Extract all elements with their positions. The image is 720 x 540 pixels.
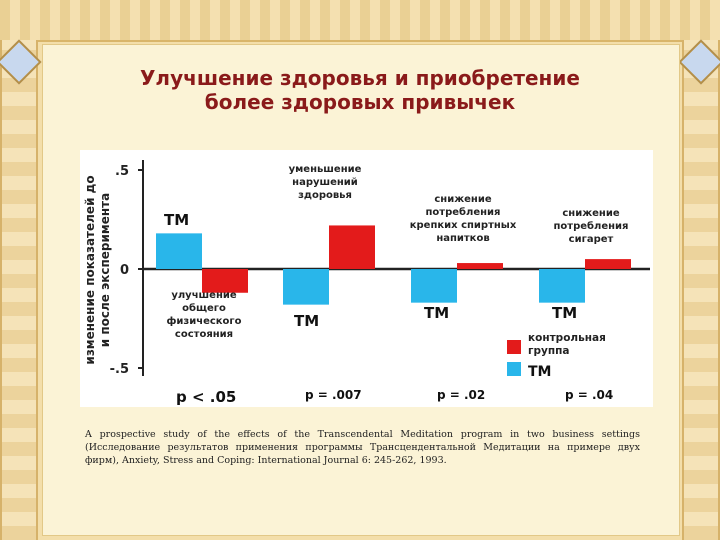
category-label-line: улучшение	[171, 290, 237, 301]
y-tick-label: -.5	[110, 362, 129, 377]
category-label-line: физического	[166, 315, 241, 327]
y-axis-label-line: изменение показателей до	[83, 175, 97, 364]
y-tick-label: 0	[120, 263, 129, 278]
control-bar	[202, 269, 248, 293]
tm-bar	[283, 269, 329, 305]
tm-bar-label: ТМ	[164, 211, 189, 229]
control-bar	[329, 225, 375, 269]
tm-bar	[539, 269, 585, 303]
category-label-line: напитков	[436, 233, 489, 244]
y-axis-label-line: и после эксперимента	[98, 193, 112, 347]
y-tick-label: .5	[115, 164, 129, 179]
p-value: p < .05	[176, 388, 236, 406]
y-axis-label: изменение показателей дои после эксперим…	[83, 175, 112, 364]
p-value: p = .04	[565, 388, 613, 402]
legend-label-control: контрольная группа	[528, 332, 606, 357]
legend-label-line: группа	[528, 345, 569, 357]
right-pillar	[682, 40, 720, 540]
category-label-line: крепких спиртных	[410, 220, 517, 231]
category-label-line: уменьшение	[289, 164, 362, 175]
category-label-line: состояния	[175, 329, 233, 340]
control-bar	[457, 263, 503, 269]
citation-text: A prospective study of the effects of th…	[85, 429, 640, 466]
category-label: снижение потребления сигарет	[554, 208, 629, 245]
category-label-line: сигарет	[569, 234, 614, 245]
legend-swatch-control	[507, 340, 521, 354]
title-line-1: Улучшение здоровья и приобретение	[140, 66, 580, 90]
title-line-2: более здоровых привычек	[204, 90, 516, 114]
category-label-line: снижение	[562, 208, 619, 219]
tm-bar-label: ТМ	[552, 304, 577, 322]
tm-bar-label: ТМ	[294, 312, 319, 330]
category-label: уменьшение нарушений здоровья	[289, 164, 362, 201]
tm-bar-label: ТМ	[424, 304, 449, 322]
legend-label-tm: ТМ	[528, 364, 551, 380]
category-label-line: потребления	[426, 206, 501, 218]
p-value: p = .02	[437, 388, 485, 402]
category-label: снижение потребления крепких спиртных напит…	[410, 194, 517, 244]
chart-area: изменение показателей дои после эксперим…	[80, 150, 653, 407]
category-label-line: потребления	[554, 220, 629, 232]
category-label-line: общего	[182, 302, 226, 314]
category-label-line: снижение	[434, 194, 491, 205]
p-value: p = .007	[305, 388, 362, 402]
control-bar	[585, 259, 631, 269]
left-pillar	[0, 40, 38, 540]
tm-bar	[156, 233, 202, 269]
slide-title: Улучшение здоровья и приобретение более …	[80, 66, 640, 114]
legend-label-line: контрольная	[528, 332, 606, 344]
ornamental-frieze	[0, 0, 720, 42]
category-label: улучшение общего физического состояния	[166, 290, 241, 340]
category-label-line: здоровья	[298, 190, 352, 201]
tm-bar	[411, 269, 457, 303]
bar-chart: изменение показателей дои после эксперим…	[83, 160, 650, 406]
legend-swatch-tm	[507, 362, 521, 376]
category-label-line: нарушений	[292, 177, 358, 188]
